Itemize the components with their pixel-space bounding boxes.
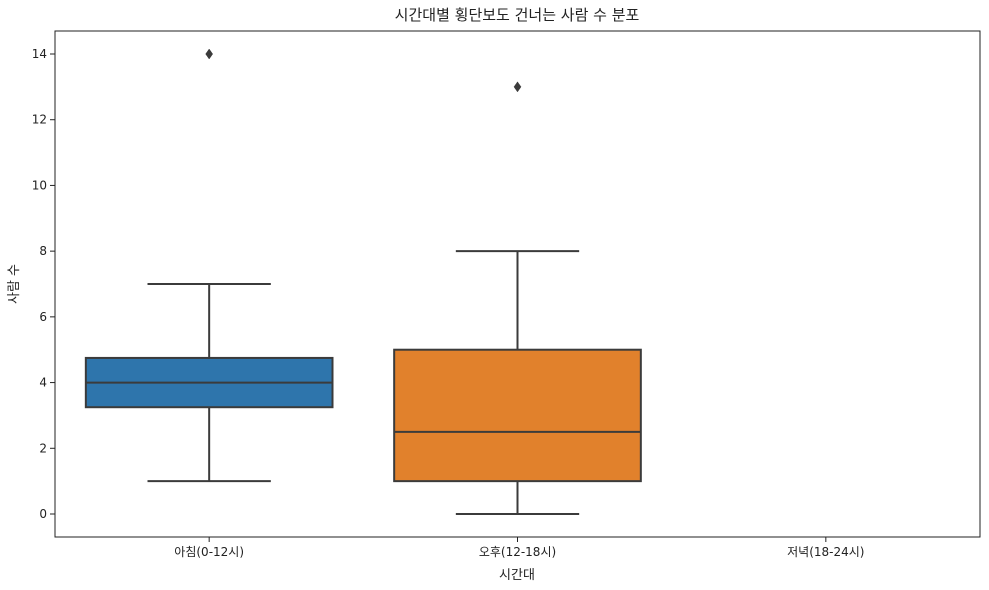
- box-iqr: [393, 348, 642, 483]
- y-tick-label: 12: [32, 113, 47, 127]
- y-tick-label: 10: [32, 178, 47, 192]
- x-axis: 아침(0-12시) 오후(12-18시) 저녁(18-24시): [174, 537, 865, 559]
- box-group: [84, 48, 334, 483]
- y-tick-label: 2: [39, 441, 47, 455]
- x-tick-label: 저녁(18-24시): [787, 545, 864, 559]
- y-tick-label: 8: [39, 244, 47, 258]
- x-axis-label: 시간대: [499, 568, 535, 583]
- y-tick-label: 6: [39, 310, 47, 324]
- chart-title: 시간대별 횡단보도 건너는 사람 수 분포: [395, 6, 640, 24]
- y-tick-label: 0: [39, 507, 47, 521]
- outlier-point: [205, 48, 213, 60]
- y-tick-label: 14: [32, 47, 47, 61]
- y-axis-label: 사람 수: [7, 264, 22, 304]
- y-tick-label: 4: [39, 376, 47, 390]
- x-tick-label: 아침(0-12시): [174, 545, 244, 559]
- boxes-layer: [84, 48, 642, 515]
- x-tick-label: 오후(12-18시): [479, 545, 556, 559]
- outlier-point: [513, 81, 522, 93]
- box-group: [393, 81, 642, 515]
- y-axis: 0 2 4 6 8 10 12 14: [32, 47, 55, 521]
